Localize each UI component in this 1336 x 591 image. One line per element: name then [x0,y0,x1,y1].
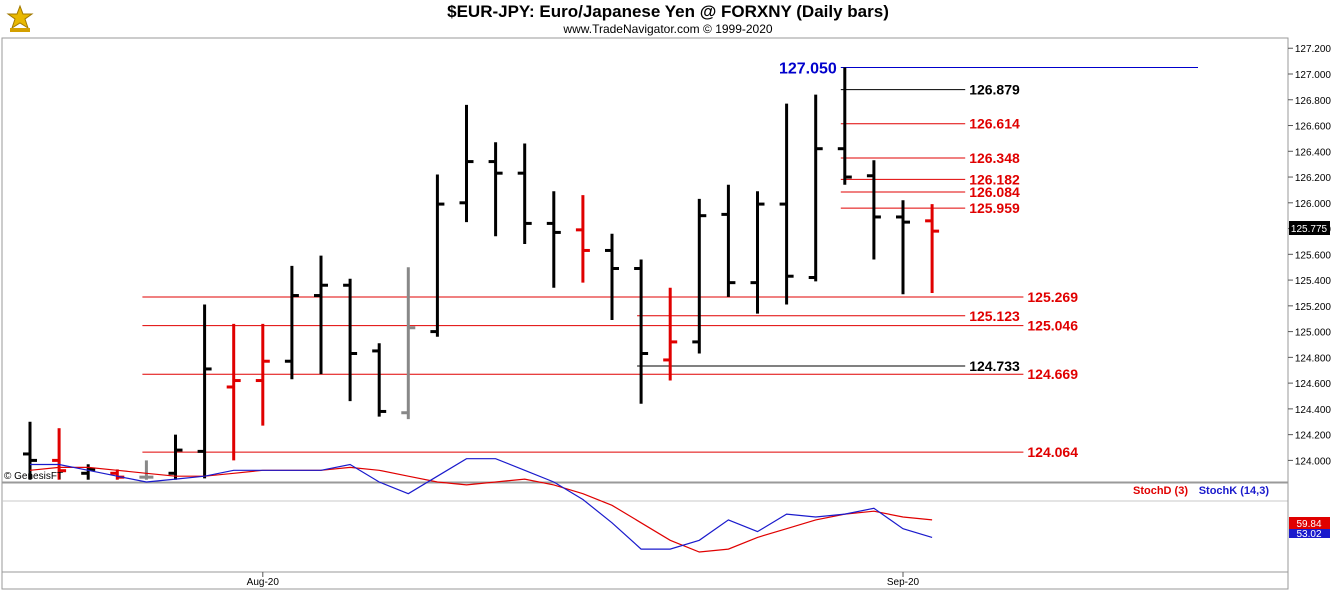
chart-subtitle: www.TradeNavigator.com © 1999-2020 [563,22,773,36]
trade-navigator-logo-icon [6,4,34,32]
y-tick-label: 126.200 [1295,173,1332,184]
ohlc-bar [663,287,678,381]
y-tick-label: 127.000 [1295,70,1332,81]
ohlc-bar [866,160,881,260]
y-tick-label: 126.000 [1295,199,1332,210]
ohlc-bar [430,174,445,337]
ohlc-bar [837,67,852,185]
y-tick-label: 126.400 [1295,147,1332,158]
level-label: 125.123 [969,308,1020,324]
stoch-k-last-box [1289,527,1330,538]
price-panel-frame [1,37,1289,483]
last-price-box [1289,221,1330,235]
level-label: 124.733 [969,358,1020,374]
y-tick-label: 125.000 [1295,328,1332,339]
stochastic-panel: StochD (3) StochK (14,3) 53.02 59.84 [1,458,1330,573]
ohlc-bar [605,233,619,321]
x-tick-label: Sep-20 [887,577,920,588]
level-label: 126.879 [969,82,1020,98]
ohlc-bar [692,198,707,354]
price-bars [23,67,940,480]
stoch-d-legend: StochD (3) [1133,485,1188,497]
level-label: 126.614 [969,116,1020,132]
y-tick-label: 125.600 [1295,250,1332,261]
ohlc-bar [546,191,561,288]
y-tick-label: 126.800 [1295,96,1332,107]
level-label: 127.050 [779,61,837,78]
ohlc-bar [634,259,649,404]
copyright-label: © GenesisFT [4,471,63,482]
ohlc-bar [925,204,940,293]
x-axis: Aug-20 Sep-20 [1,571,1289,590]
price-axis: 127.200 127.000 126.800 126.600 126.400 126.2… [1287,38,1332,482]
ohlc-bar [52,428,67,480]
stoch-line [30,458,933,550]
level-label: 126.348 [969,150,1020,166]
y-tick-label: 124.000 [1295,456,1332,467]
price-panel: 127.050 126.879 126.614 126.348 126.182126.0… [1,37,1289,483]
level-label: 126.084 [969,184,1020,200]
y-tick-label: 125.200 [1295,302,1332,313]
ohlc-bar [372,343,387,417]
ohlc-bar [575,195,590,283]
ohlc-bar [459,104,474,223]
ohlc-bar [750,191,765,314]
stoch-line [29,466,933,553]
level-label: 126.182 [969,171,1020,187]
ohlc-bar [896,200,910,295]
ohlc-bar [284,265,299,380]
level-label: 124.669 [1027,366,1078,382]
ohlc-bar [139,460,154,480]
ohlc-bar [343,278,358,402]
y-tick-label: 124.200 [1295,431,1332,442]
ohlc-bar [517,143,532,245]
ohlc-bar [721,184,736,297]
level-label: 125.269 [1027,289,1078,305]
ohlc-bar [226,323,241,461]
level-lines: 127.050 126.879 126.614 126.348 126.182126.0… [142,61,1198,460]
y-tick-label: 124.600 [1295,379,1332,390]
ohlc-bar [197,304,212,479]
y-tick-label: 124.800 [1295,353,1332,364]
ohlc-bar [255,323,270,426]
ohlc-bar [401,267,416,420]
stoch-d-last-label: 59.84 [1296,519,1321,530]
ohlc-bar [314,255,328,375]
level-label: 125.046 [1027,318,1078,334]
y-tick-label: 125.400 [1295,276,1332,287]
level-label: 125.959 [969,200,1020,216]
y-tick-label: 126.600 [1295,122,1332,133]
ohlc-bar [488,142,503,237]
ohlc-bar [808,94,823,282]
last-price-label: 125.775 [1291,224,1328,235]
level-label: 124.064 [1027,444,1078,460]
ohlc-bar [168,434,183,480]
ohlc-bar [779,103,794,305]
x-tick-label: Aug-20 [247,577,280,588]
stoch-k-legend: StochK (14,3) [1199,485,1270,497]
chart-title: $EUR-JPY: Euro/Japanese Yen @ FORXNY (Da… [447,2,889,21]
stoch-d-last-box [1289,517,1330,529]
y-tick-label: 127.200 [1295,44,1332,55]
stoch-k-last-label: 53.02 [1296,529,1321,540]
stochastic-panel-frame [1,482,1289,573]
y-tick-label: 124.400 [1295,405,1332,416]
